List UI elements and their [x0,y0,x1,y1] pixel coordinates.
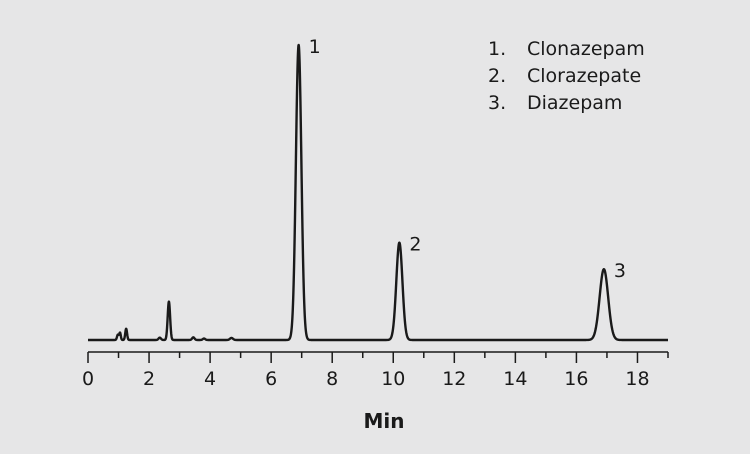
legend-number-1: 1. [488,38,506,60]
chromatogram-trace [86,43,670,342]
peak-label-1: 1 [309,36,321,58]
x-tick-label-16: 16 [564,368,588,390]
legend: 1. Clonazepam 2. Clorazepate 3. Diazepam [488,38,645,114]
x-tick-label-14: 14 [503,368,527,390]
x-tick-label-12: 12 [442,368,466,390]
x-axis-title: Min [364,409,405,433]
x-tick-label-0: 0 [82,368,94,390]
x-tick-label-10: 10 [381,368,405,390]
legend-name-1: Clonazepam [527,38,645,60]
legend-number-2: 2. [488,65,506,87]
x-tick-label-4: 4 [204,368,216,390]
x-tick-label-2: 2 [143,368,155,390]
x-tick-label-6: 6 [265,368,277,390]
peak-label-2: 2 [409,234,421,256]
peak-label-3: 3 [614,260,626,282]
x-axis: 0 2 4 6 8 10 12 14 16 18 [82,351,669,390]
plot-layer: 1 2 3 [86,36,670,342]
x-tick-label-8: 8 [326,368,338,390]
legend-name-2: Clorazepate [527,65,641,87]
legend-name-3: Diazepam [527,92,622,114]
x-tick-label-18: 18 [625,368,649,390]
legend-number-3: 3. [488,92,506,114]
